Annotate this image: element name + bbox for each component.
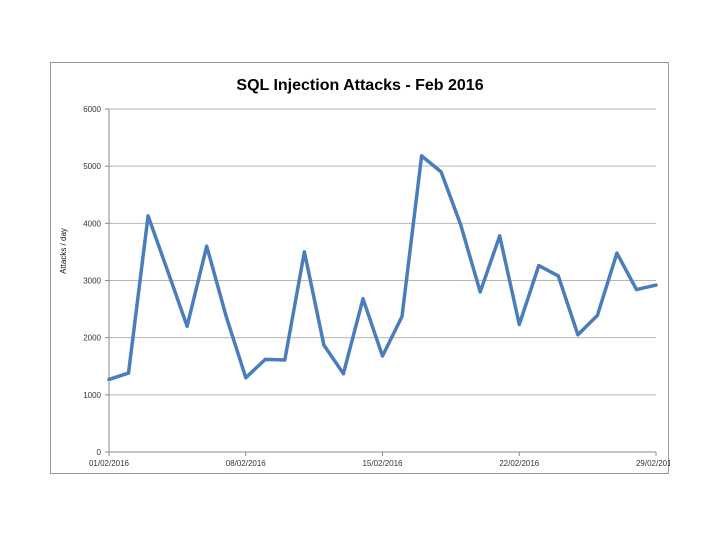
data-point: [615, 251, 619, 255]
y-axis-label: Attacks / day: [59, 228, 68, 274]
data-point: [654, 283, 658, 287]
x-tick-label: 22/02/2016: [499, 459, 540, 468]
data-point: [185, 324, 189, 328]
data-point: [107, 377, 111, 381]
data-point: [244, 376, 248, 380]
data-point: [146, 214, 150, 218]
y-tick-label: 5000: [83, 162, 101, 171]
data-point: [439, 170, 443, 174]
data-point: [556, 274, 560, 278]
data-point: [576, 333, 580, 337]
data-point: [361, 297, 365, 301]
chart-title: SQL Injection Attacks - Feb 2016: [236, 77, 483, 94]
data-point: [419, 154, 424, 158]
line-chart: SQL Injection Attacks - Feb 2016 0 1000 20…: [59, 77, 670, 468]
series-line: [107, 154, 658, 382]
data-point: [498, 234, 502, 238]
x-tick-label: 15/02/2016: [362, 459, 403, 468]
y-tick-label: 6000: [83, 105, 101, 114]
x-tick-label: 01/02/2016: [89, 459, 130, 468]
gridlines: [105, 108, 656, 453]
chart-frame: SQL Injection Attacks - Feb 2016 0 1000 20…: [50, 62, 670, 474]
x-tick-labels: 01/02/2016 08/02/2016 15/02/2016 22/02/2016…: [89, 452, 670, 468]
data-point: [224, 314, 228, 319]
data-point: [283, 358, 287, 362]
data-point: [537, 264, 541, 268]
y-tick-label: 4000: [83, 219, 101, 228]
data-point: [341, 372, 346, 376]
x-tick-label: 29/02/2016: [636, 459, 670, 468]
data-point: [459, 222, 463, 227]
y-tick-label: 3000: [83, 277, 101, 286]
data-point: [478, 290, 482, 294]
series-group: [107, 154, 658, 382]
x-tick-label: 08/02/2016: [226, 459, 267, 468]
y-tick-label: 1000: [83, 391, 101, 400]
data-point: [126, 371, 131, 375]
y-tick-label: 2000: [83, 334, 101, 343]
data-point: [322, 343, 326, 347]
data-point: [205, 244, 209, 248]
data-point: [400, 314, 404, 319]
y-tick-label: 0: [97, 448, 102, 457]
data-point: [302, 250, 306, 254]
data-point: [517, 322, 521, 327]
data-point: [634, 288, 639, 292]
y-tick-labels: 0 1000 2000 3000 4000 5000 6000: [83, 105, 101, 457]
data-point: [166, 269, 170, 273]
data-point: [263, 357, 267, 361]
data-point: [595, 313, 599, 317]
data-point: [380, 354, 385, 358]
